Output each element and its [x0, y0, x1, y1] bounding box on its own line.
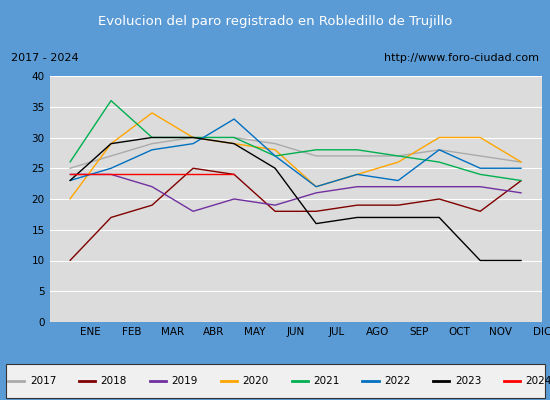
Text: 2017: 2017 [30, 376, 56, 386]
Text: 2017 - 2024: 2017 - 2024 [11, 53, 79, 63]
Text: 2020: 2020 [242, 376, 268, 386]
Text: 2023: 2023 [455, 376, 481, 386]
FancyBboxPatch shape [6, 364, 544, 398]
Text: 2019: 2019 [172, 376, 198, 386]
Text: 2021: 2021 [313, 376, 339, 386]
Text: 2022: 2022 [384, 376, 410, 386]
Text: 2024: 2024 [526, 376, 550, 386]
Text: http://www.foro-ciudad.com: http://www.foro-ciudad.com [384, 53, 539, 63]
Text: 2018: 2018 [101, 376, 127, 386]
Text: Evolucion del paro registrado en Robledillo de Trujillo: Evolucion del paro registrado en Robledi… [98, 14, 452, 28]
